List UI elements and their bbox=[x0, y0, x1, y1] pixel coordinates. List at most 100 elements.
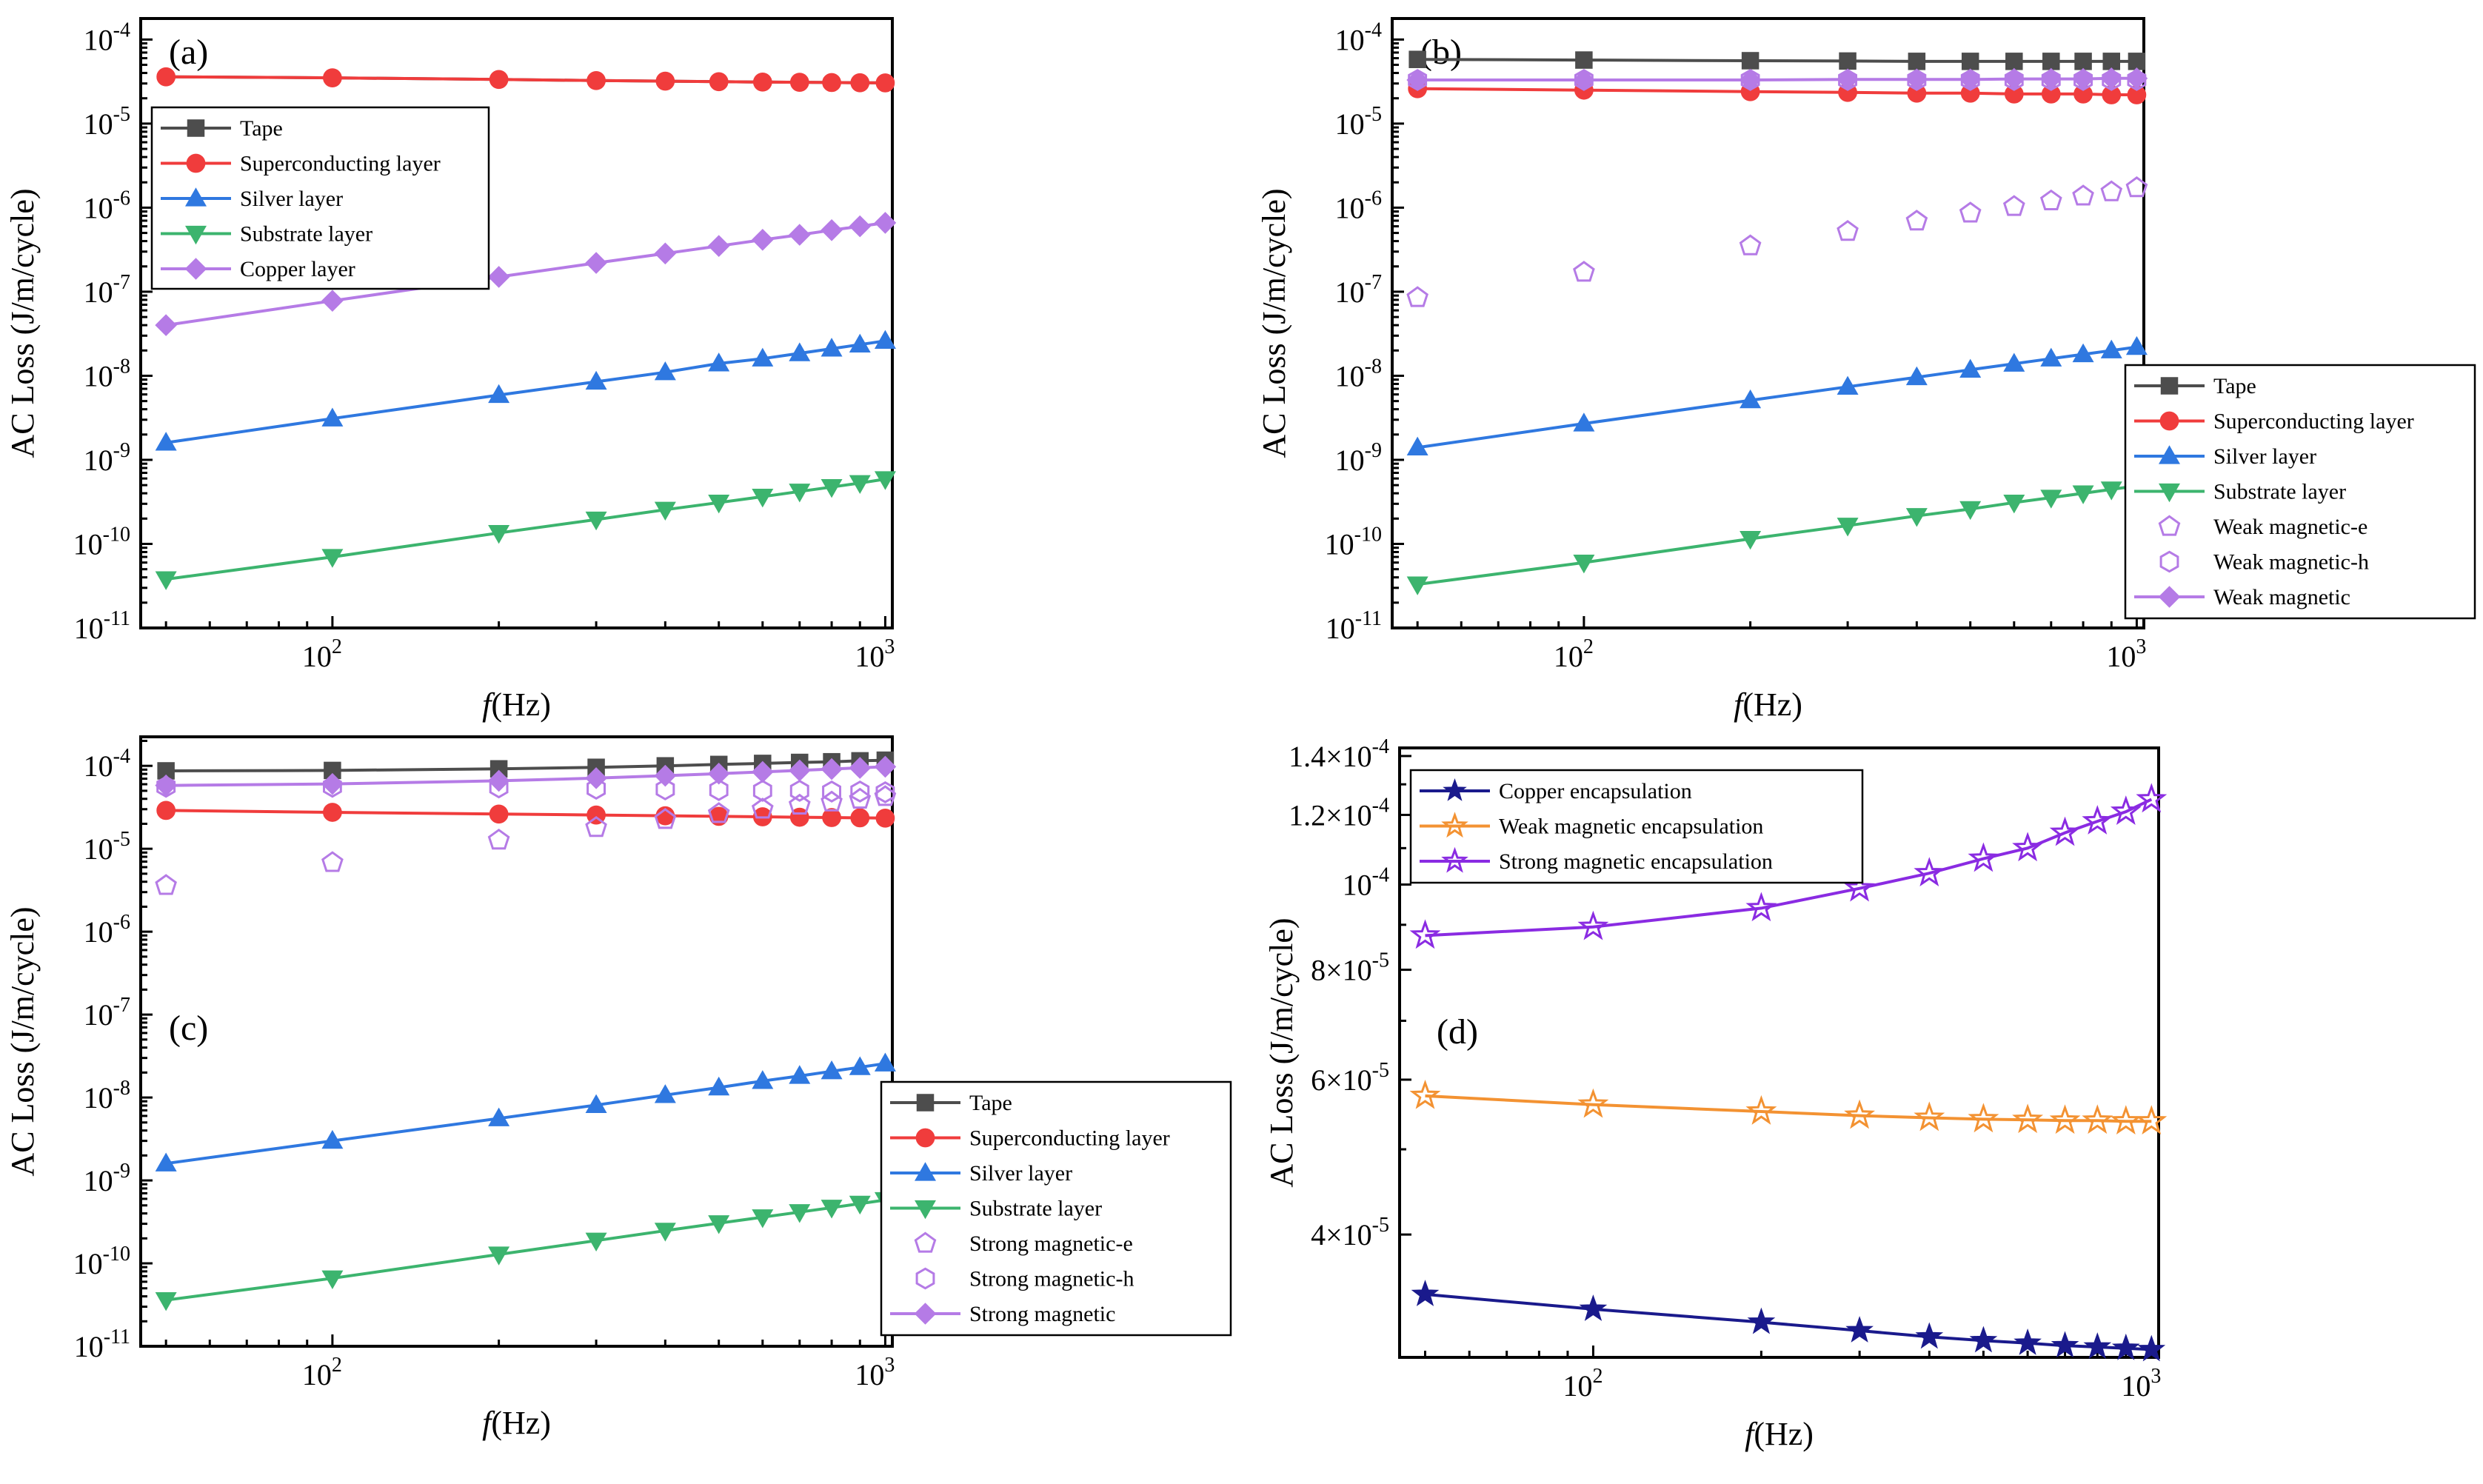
legend-marker bbox=[915, 1267, 935, 1290]
series-weak-magnetic bbox=[1406, 67, 2148, 91]
chart-panel-3: 102 103 10-11 10-10 10-9 10-8 10-7 10-6 10-5 10-4… bbox=[4, 735, 1232, 1441]
data-point bbox=[1573, 555, 1595, 574]
data-point bbox=[752, 347, 774, 367]
data-point bbox=[821, 758, 843, 781]
data-point bbox=[155, 774, 177, 797]
legend-item: Substrate layer bbox=[161, 222, 372, 247]
data-point bbox=[1739, 69, 1762, 91]
y-tick-label: 4×10-5 bbox=[1311, 1214, 1389, 1251]
data-point bbox=[1579, 1294, 1608, 1321]
data-point bbox=[752, 1209, 774, 1229]
data-point bbox=[2125, 176, 2148, 198]
data-point bbox=[874, 330, 896, 349]
chart-panel-1: 102 103 10-11 10-10 10-9 10-8 10-7 10-6 10-5 10-4… bbox=[4, 17, 897, 723]
legend: Copper encapsulation Weak magnetic encaps… bbox=[1409, 769, 1864, 884]
data-point bbox=[585, 370, 607, 390]
legend-marker bbox=[916, 1094, 935, 1112]
series-line bbox=[1417, 58, 2137, 63]
data-point bbox=[321, 772, 344, 795]
data-point bbox=[2012, 832, 2044, 862]
data-point bbox=[654, 361, 676, 381]
data-point bbox=[1905, 366, 1928, 386]
data-point bbox=[1745, 1094, 1777, 1125]
data-point bbox=[155, 314, 177, 336]
y-tick-label: 10-7 bbox=[84, 271, 130, 309]
legend-label: Strong magnetic encapsulation bbox=[1499, 849, 1773, 874]
legend-item: Silver layer bbox=[2134, 444, 2316, 469]
data-point bbox=[2082, 805, 2113, 835]
data-point bbox=[488, 1107, 510, 1126]
legend-label: Silver layer bbox=[969, 1161, 1072, 1186]
data-point bbox=[585, 815, 607, 838]
data-point bbox=[789, 779, 809, 802]
series-silver-layer bbox=[155, 330, 896, 451]
data-point bbox=[2072, 485, 2094, 504]
y-tick-label: 1.4×10-4 bbox=[1289, 735, 1389, 773]
y-axis-title: AC Loss (J/m/cycle) bbox=[1256, 188, 1292, 458]
data-point bbox=[1837, 220, 1859, 241]
legend-marker bbox=[184, 258, 207, 280]
series-line bbox=[165, 478, 886, 581]
y-tick-label: 10-9 bbox=[84, 1160, 130, 1197]
legend: Tape Superconducting layer Silver layer Sub… bbox=[880, 1080, 1232, 1337]
legend-marker bbox=[915, 1128, 935, 1148]
data-point bbox=[1845, 1316, 1874, 1343]
data-point bbox=[487, 769, 510, 792]
data-point bbox=[2127, 69, 2147, 91]
x-tick-label: 102 bbox=[1563, 1365, 1603, 1403]
data-point bbox=[2072, 67, 2094, 90]
data-point bbox=[2002, 195, 2025, 216]
series-line bbox=[1417, 345, 2137, 449]
legend-item: Copper layer bbox=[161, 257, 355, 281]
data-point bbox=[1914, 857, 1945, 886]
legend-label: Tape bbox=[2213, 374, 2256, 398]
y-tick-label: 10-4 bbox=[84, 19, 130, 56]
data-point bbox=[323, 68, 342, 87]
legend-label: Superconducting layer bbox=[969, 1126, 1170, 1151]
legend-marker bbox=[2159, 445, 2180, 464]
y-tick-label: 10-11 bbox=[74, 1326, 130, 1363]
data-point bbox=[875, 808, 895, 828]
data-point bbox=[654, 808, 677, 829]
data-point bbox=[1406, 286, 1428, 307]
data-point bbox=[321, 290, 344, 312]
data-point bbox=[488, 384, 510, 404]
series-tape bbox=[157, 751, 895, 780]
legend-item: Strong magnetic bbox=[890, 1302, 1115, 1326]
legend-label: Tape bbox=[240, 116, 283, 141]
data-point bbox=[2100, 67, 2123, 90]
panel-label: (c) bbox=[169, 1009, 208, 1048]
data-point bbox=[1575, 51, 1593, 69]
chart-panel-4: 102 103 4×10-5 6×10-5 8×10-5 10-4 1.2×10-4 1.4×… bbox=[1263, 735, 2168, 1452]
series-substrate-layer bbox=[1406, 478, 2148, 595]
series-line bbox=[1425, 1292, 2152, 1351]
legend-label: Strong magnetic bbox=[969, 1302, 1115, 1326]
series-substrate-layer bbox=[155, 471, 896, 590]
legend-marker bbox=[2158, 515, 2181, 536]
data-point bbox=[1741, 52, 1760, 70]
x-axis-title: f(Hz) bbox=[482, 1405, 551, 1441]
legend-label: Superconducting layer bbox=[240, 152, 441, 176]
data-point bbox=[2049, 1104, 2081, 1134]
data-point bbox=[708, 1076, 730, 1096]
legend-label: Weak magnetic bbox=[2213, 585, 2350, 609]
data-point bbox=[850, 780, 870, 803]
y-tick-label: 10-7 bbox=[1335, 271, 1382, 309]
series-strong-magnetic-e bbox=[155, 785, 897, 895]
series-silver-layer bbox=[1406, 335, 2148, 456]
data-point bbox=[2100, 481, 2122, 501]
data-point bbox=[1406, 436, 1428, 456]
data-point bbox=[1573, 69, 1595, 91]
legend-item: Superconducting layer bbox=[2134, 410, 2414, 434]
data-point bbox=[323, 803, 342, 822]
series-strong-magnetic bbox=[155, 755, 897, 797]
x-tick-label: 103 bbox=[855, 1354, 895, 1391]
data-point bbox=[654, 1223, 676, 1242]
data-point bbox=[585, 511, 607, 531]
data-point bbox=[2128, 53, 2146, 70]
data-point bbox=[1745, 892, 1777, 922]
data-point bbox=[1577, 910, 1609, 940]
legend: Tape Superconducting layer Silver layer Sub… bbox=[150, 106, 490, 290]
y-tick-label: 10-4 bbox=[1343, 863, 1389, 901]
data-point bbox=[849, 757, 872, 779]
